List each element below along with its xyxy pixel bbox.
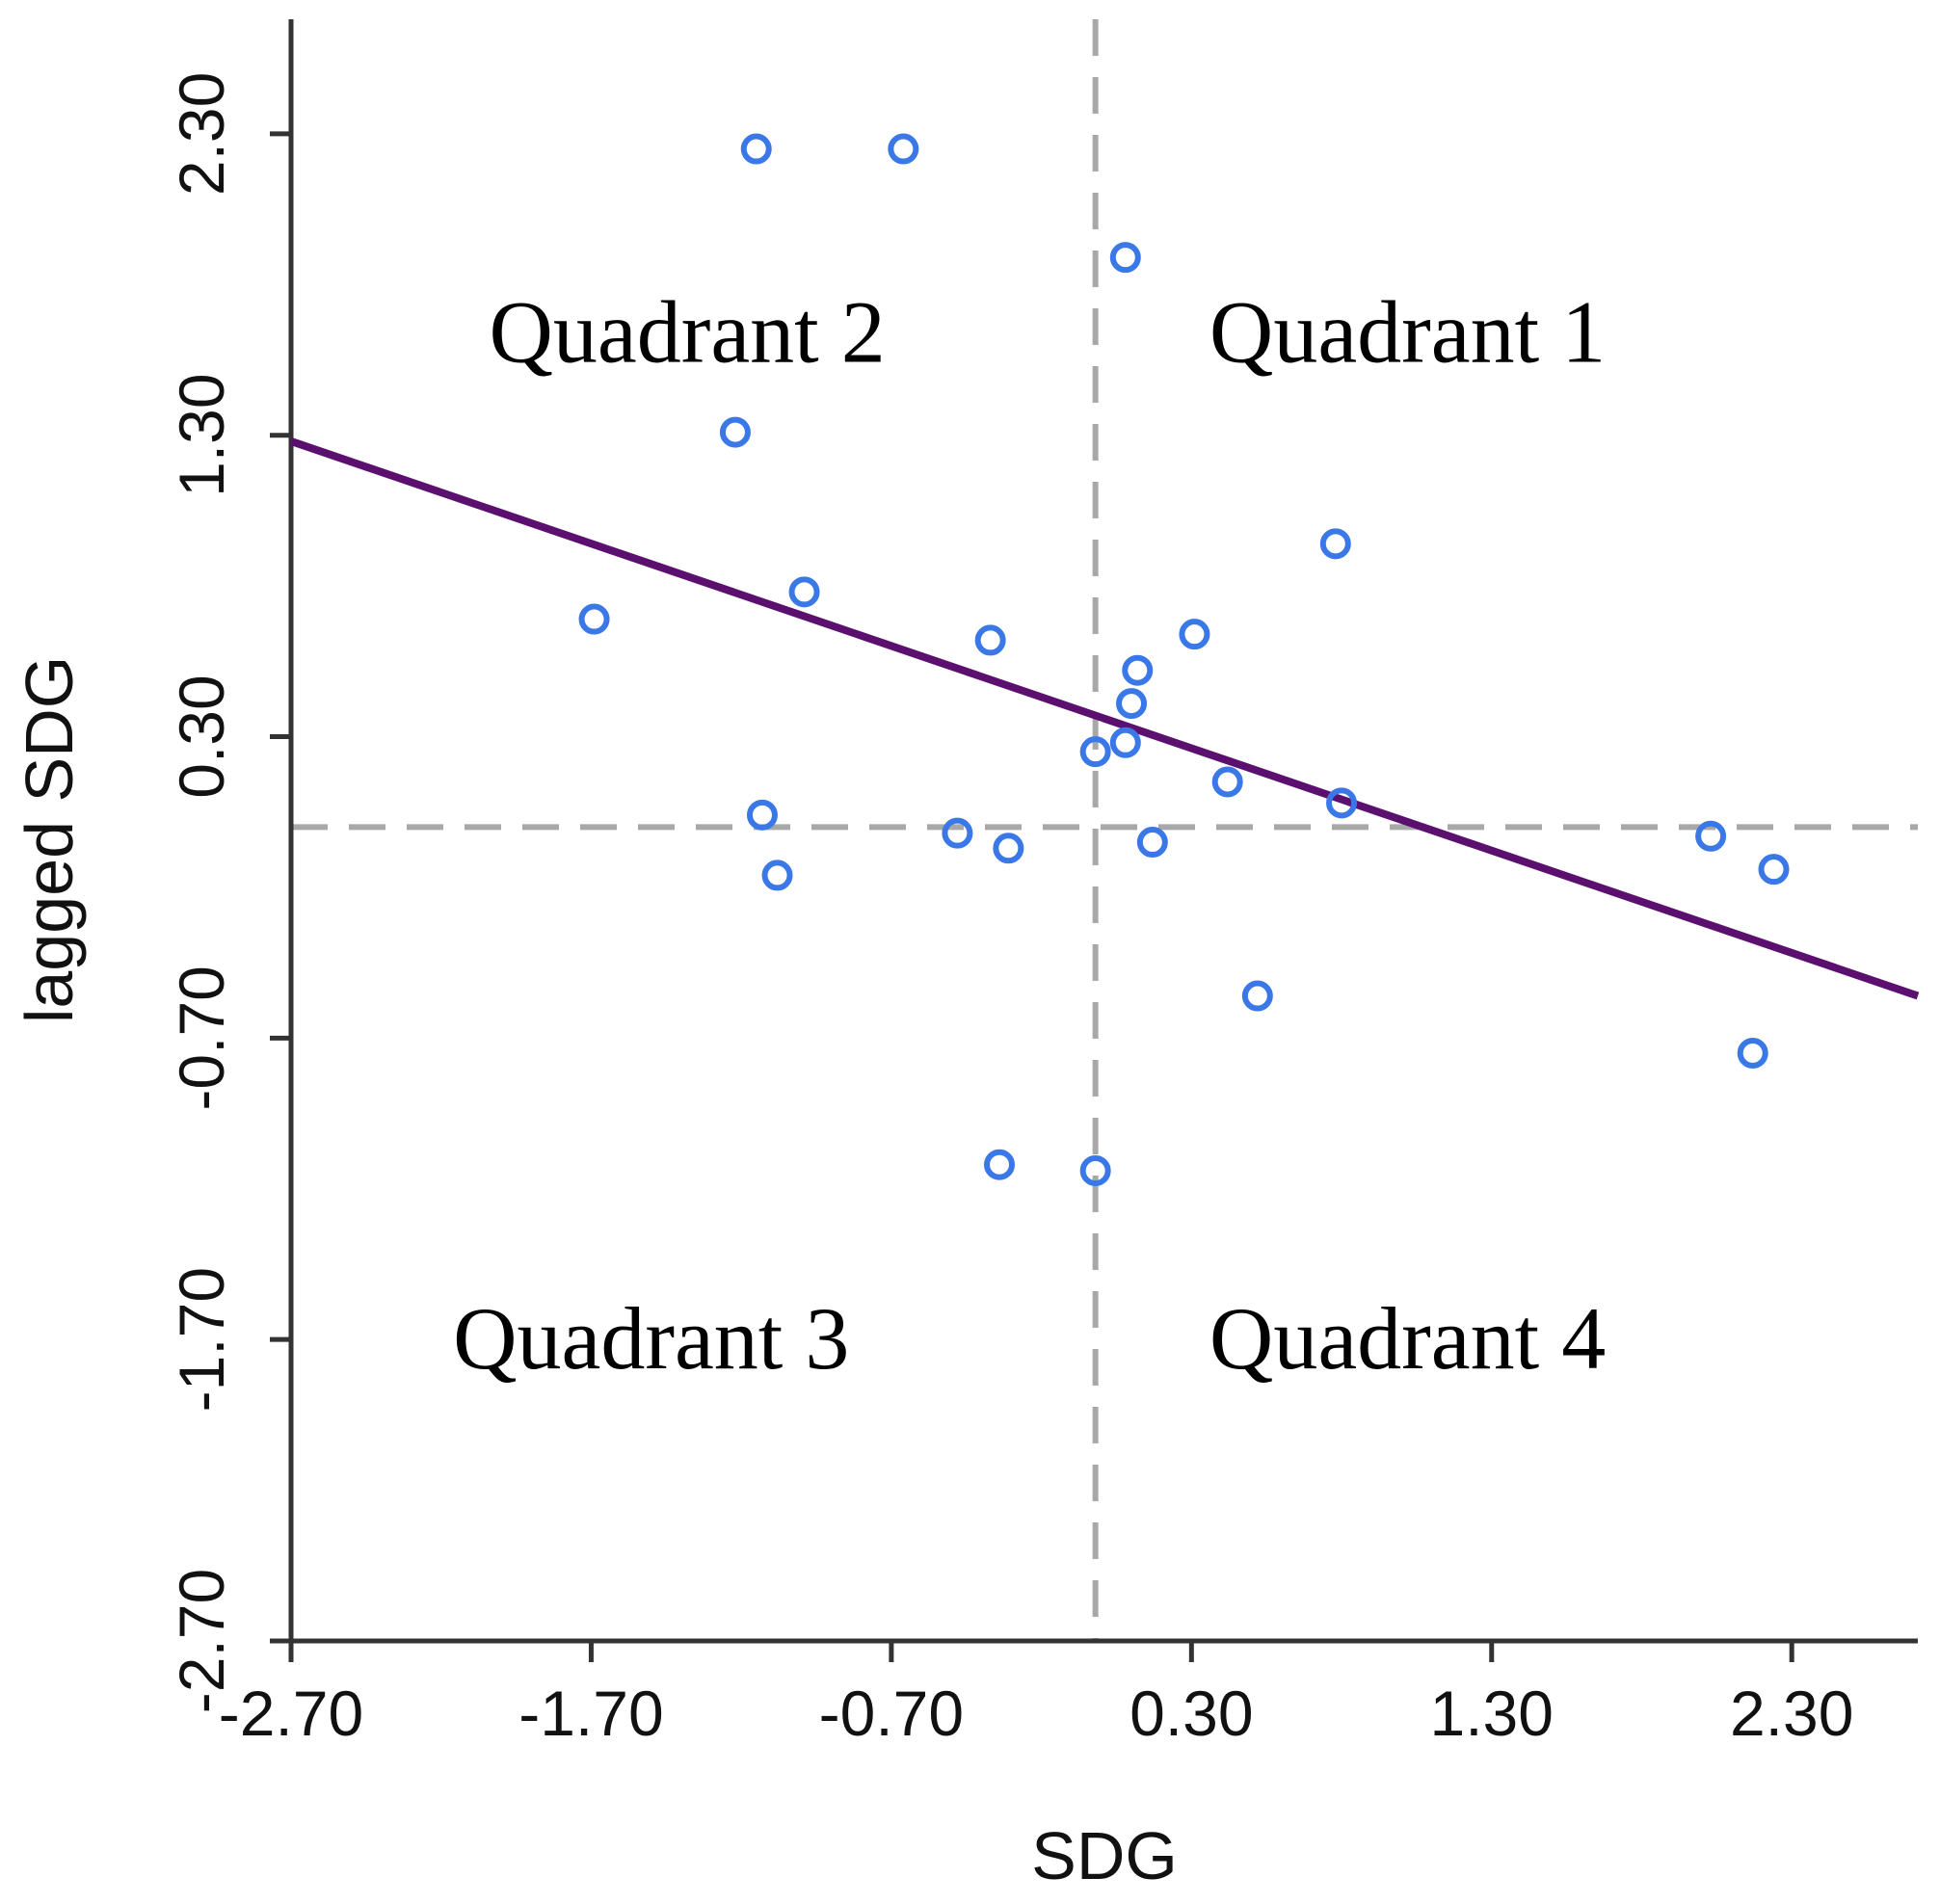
y-tick-label: -2.70 — [166, 1569, 237, 1713]
quadrant-3-label: Quadrant 3 — [453, 1289, 849, 1388]
x-tick-label: 0.30 — [1129, 1678, 1253, 1749]
quadrant-4-label: Quadrant 4 — [1209, 1289, 1606, 1388]
data-point — [993, 833, 1024, 864]
x-tick-label: 1.30 — [1430, 1678, 1554, 1749]
quadrant-1-label: Quadrant 1 — [1209, 282, 1606, 381]
regression-layer — [289, 437, 1920, 1000]
x-tick-label: 2.30 — [1730, 1678, 1853, 1749]
data-point — [1737, 1037, 1768, 1069]
data-point — [1695, 820, 1727, 852]
data-point — [1319, 528, 1351, 560]
data-point — [1179, 619, 1210, 650]
x-axis-title: SDG — [1031, 1818, 1178, 1893]
data-point — [719, 416, 751, 448]
y-tick-label: 2.30 — [166, 72, 237, 196]
x-tick-label: -2.70 — [219, 1678, 363, 1749]
y-tick-label: -1.70 — [166, 1267, 237, 1412]
quadrant-2-label: Quadrant 2 — [489, 282, 885, 381]
y-tick-label: 0.30 — [166, 674, 237, 798]
data-point — [942, 817, 973, 849]
data-point — [1122, 654, 1154, 686]
data-point — [1116, 688, 1148, 720]
data-point — [578, 603, 610, 635]
quadrant-labels: Quadrant 1 Quadrant 2 Quadrant 3 Quadrant 4 — [453, 282, 1606, 1388]
data-point — [983, 1149, 1015, 1180]
data-point — [1136, 827, 1168, 859]
data-point — [1211, 766, 1243, 798]
data-point — [1241, 980, 1273, 1012]
data-point — [1109, 242, 1141, 274]
axes: -2.70 -1.70 -0.70 0.30 1.30 2.30 -2.70 -1.70 -0.… — [166, 19, 1918, 1749]
y-axis-title: lagged SDG — [12, 656, 87, 1023]
x-tick-label: -0.70 — [819, 1678, 964, 1749]
data-point — [1079, 736, 1111, 768]
y-tick-label: -0.70 — [166, 965, 237, 1110]
regression-line — [289, 437, 1920, 1000]
data-point — [1079, 1154, 1111, 1186]
data-point — [1326, 787, 1358, 819]
data-point — [746, 799, 778, 831]
reference-lines — [291, 19, 1918, 1641]
data-points — [578, 133, 1790, 1186]
x-tick-label: -1.70 — [518, 1678, 663, 1749]
data-point — [740, 133, 772, 165]
data-point — [1109, 727, 1141, 758]
y-tick-label: 1.30 — [166, 373, 237, 496]
data-point — [974, 624, 1006, 656]
data-point — [888, 133, 919, 165]
data-point — [761, 859, 793, 891]
data-point — [788, 576, 820, 608]
data-point — [1758, 854, 1790, 886]
